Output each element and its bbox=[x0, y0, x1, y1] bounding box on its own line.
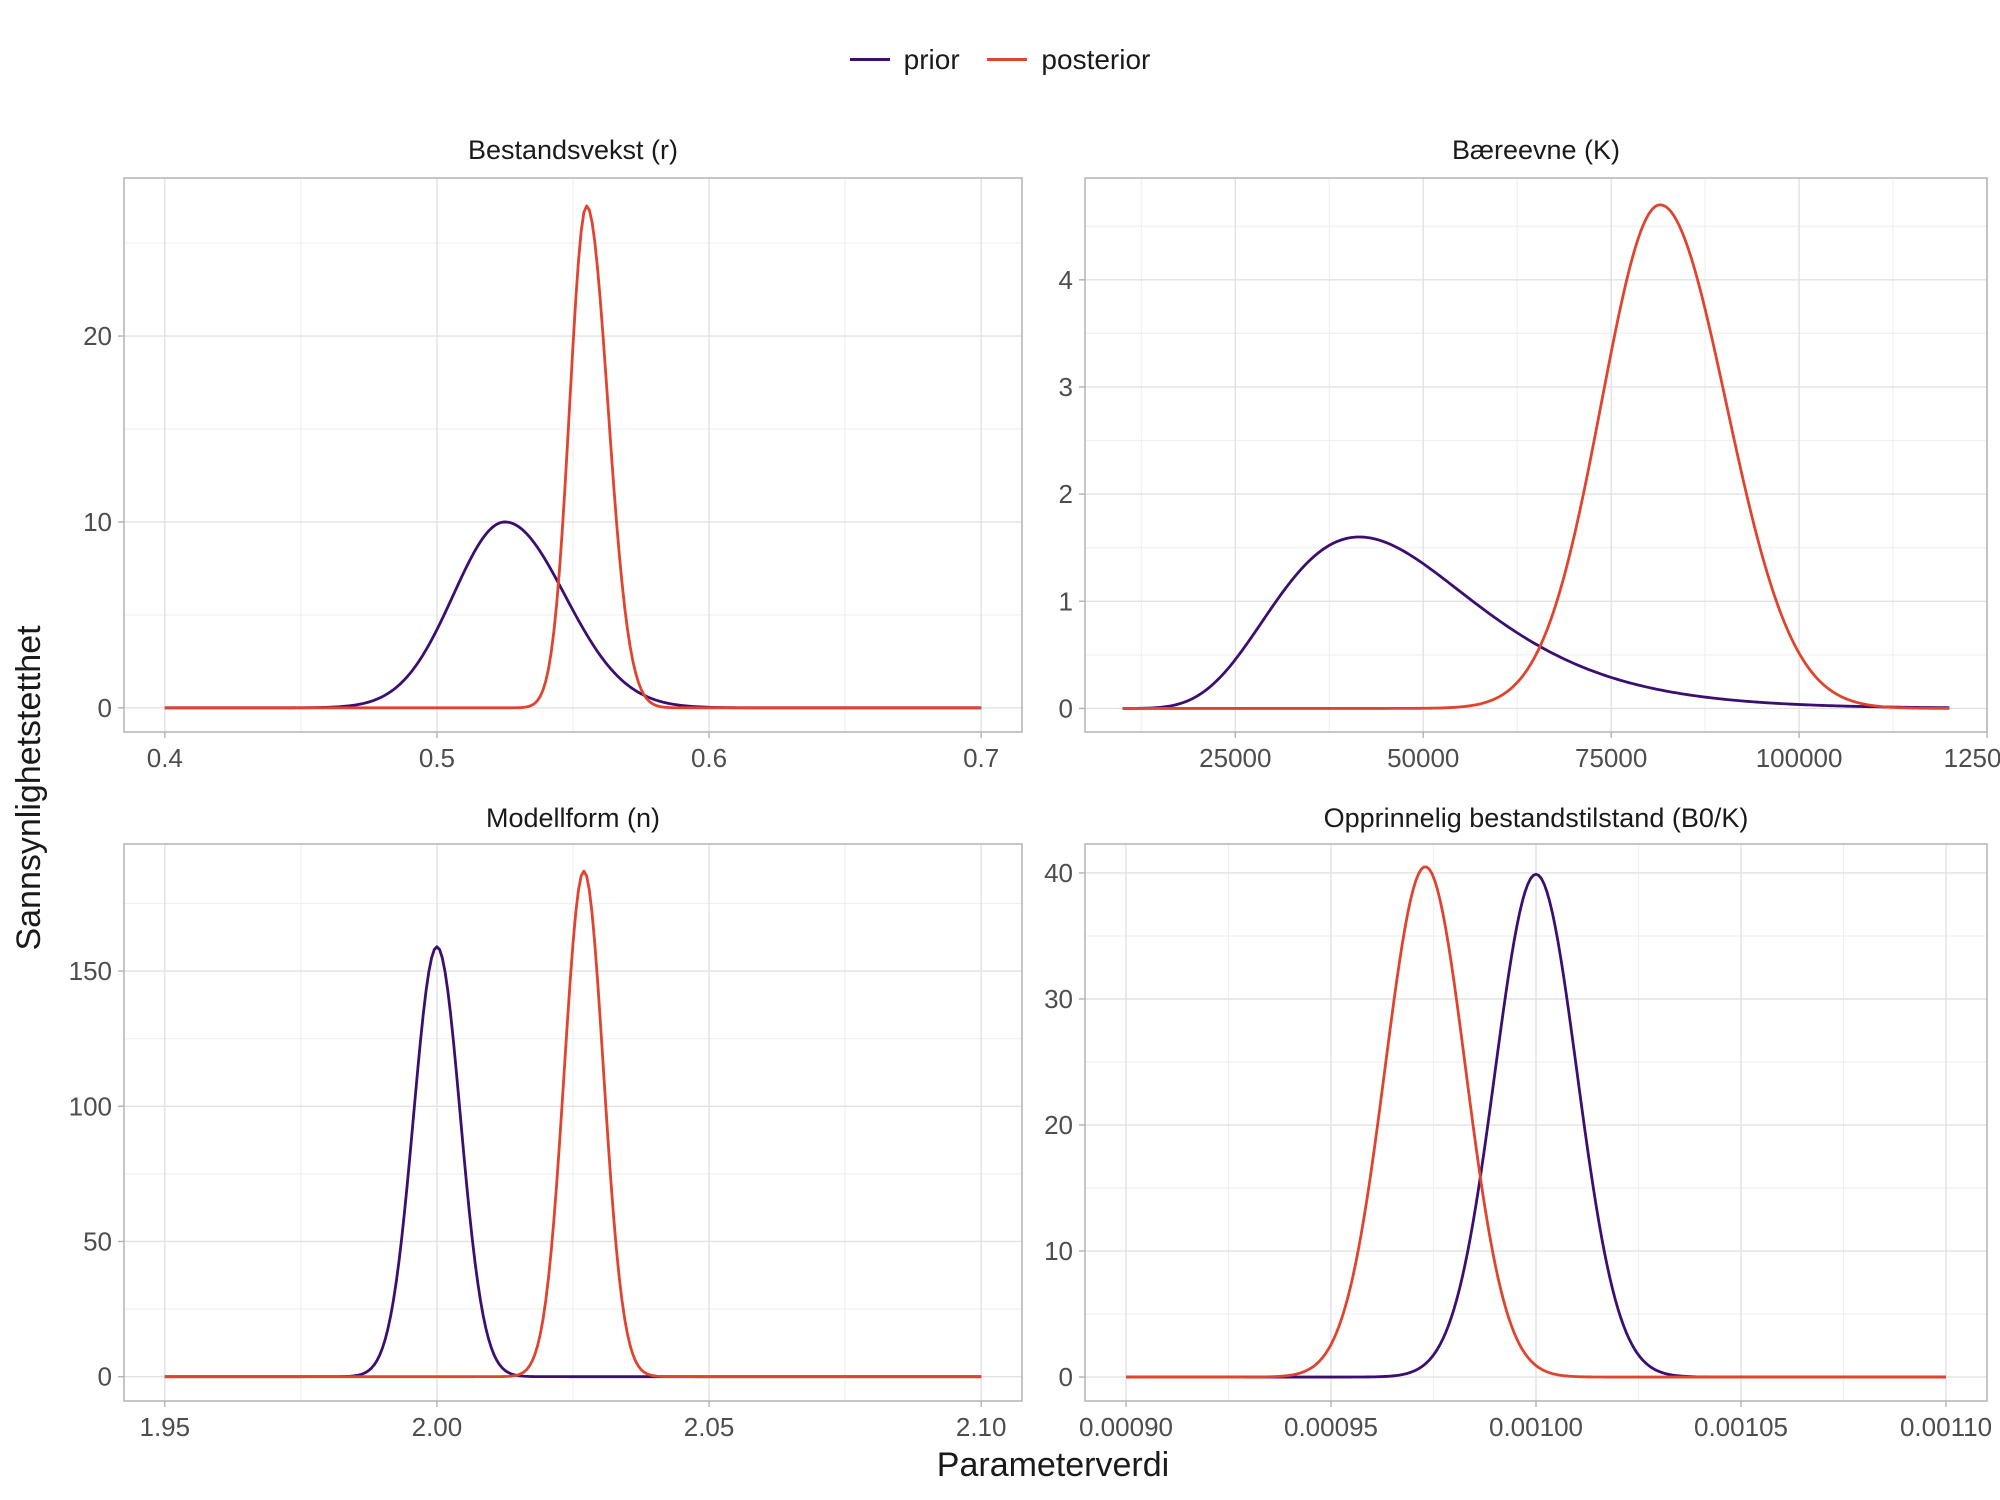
x-tick-label: 0.5 bbox=[419, 743, 455, 773]
y-tick-label: 20 bbox=[83, 321, 112, 351]
y-tick-label: 10 bbox=[1044, 1236, 1073, 1266]
y-tick-label: 0 bbox=[98, 693, 112, 723]
y-tick-label: 2 bbox=[1059, 479, 1073, 509]
x-tick-label: 0.00100 bbox=[1489, 1412, 1583, 1442]
legend-swatch-posterior bbox=[987, 58, 1028, 61]
panel-3: Modellform (n) 1.95 2.00 2.05 2.10 0 50 100 150 bbox=[69, 803, 1023, 1442]
x-tick-label: 75000 bbox=[1575, 743, 1647, 773]
panel-4: Opprinnelig bestandstilstand (B0/K) 0.000… bbox=[1044, 803, 1992, 1442]
panel-border bbox=[123, 177, 1023, 733]
x-tick-label: 0.00110 bbox=[1900, 1412, 1992, 1442]
legend-item-prior: prior bbox=[849, 43, 960, 76]
y-tick-label: 50 bbox=[83, 1226, 112, 1256]
legend-swatch-prior bbox=[849, 58, 890, 61]
y-tick-label: 150 bbox=[69, 956, 112, 986]
x-tick-label: 0.6 bbox=[691, 743, 727, 773]
x-tick-label: 1.95 bbox=[140, 1412, 191, 1442]
y-axis-title: Sannsynlighetstetthet bbox=[10, 625, 48, 951]
x-tick-label: 0.00090 bbox=[1079, 1412, 1173, 1442]
panel-title: Bestandsvekst (r) bbox=[468, 135, 678, 165]
series-line-prior bbox=[1122, 535, 1950, 710]
x-tick-label: 0.4 bbox=[147, 743, 183, 773]
series-line-posterior bbox=[164, 869, 982, 1379]
x-tick-label: 2.00 bbox=[412, 1412, 463, 1442]
x-tick-label: 0.00105 bbox=[1694, 1412, 1788, 1442]
x-tick-label: 0.7 bbox=[963, 743, 999, 773]
panel-title: Modellform (n) bbox=[486, 803, 660, 833]
x-tick-label: 2.10 bbox=[956, 1412, 1007, 1442]
y-tick-label: 0 bbox=[98, 1362, 112, 1392]
y-tick-label: 10 bbox=[83, 507, 112, 537]
panel-border bbox=[123, 843, 1023, 1402]
legend-item-posterior: posterior bbox=[987, 44, 1150, 76]
panel-title: Bæreevne (K) bbox=[1452, 135, 1620, 165]
y-tick-label: 20 bbox=[1044, 1110, 1073, 1140]
panel-border bbox=[1084, 177, 1988, 733]
legend-label-prior: prior bbox=[903, 43, 960, 75]
y-tick-label: 100 bbox=[69, 1091, 112, 1121]
panel-title: Opprinnelig bestandstilstand (B0/K) bbox=[1324, 803, 1749, 833]
legend-label-posterior: posterior bbox=[1041, 43, 1151, 75]
series-line-posterior bbox=[1122, 203, 1950, 710]
x-tick-label: 0.00095 bbox=[1284, 1412, 1378, 1442]
series-line-posterior bbox=[164, 204, 982, 710]
panel-2: Bæreevne (K) 25000 50000 75000 100000 125000 0… bbox=[1059, 135, 2000, 773]
y-tick-label: 40 bbox=[1044, 858, 1073, 888]
x-tick-label: 125000 bbox=[1944, 743, 2000, 773]
x-axis-title: Parameterverdi bbox=[937, 1446, 1169, 1484]
panel-1: Bestandsvekst (r) 0.4 0.5 0.6 0.7 0 10 20 bbox=[83, 135, 1023, 773]
x-tick-label: 100000 bbox=[1756, 743, 1843, 773]
x-tick-label: 50000 bbox=[1387, 743, 1459, 773]
y-tick-label: 0 bbox=[1059, 693, 1073, 723]
legend: prior posterior bbox=[0, 36, 2000, 76]
x-tick-label: 2.05 bbox=[684, 1412, 735, 1442]
y-tick-label: 0 bbox=[1059, 1362, 1073, 1392]
y-tick-label: 3 bbox=[1059, 372, 1073, 402]
y-tick-label: 30 bbox=[1044, 984, 1073, 1014]
y-tick-label: 4 bbox=[1059, 265, 1073, 295]
y-tick-label: 1 bbox=[1059, 586, 1073, 616]
series-line-posterior bbox=[1126, 865, 1946, 1379]
x-tick-label: 25000 bbox=[1199, 743, 1271, 773]
